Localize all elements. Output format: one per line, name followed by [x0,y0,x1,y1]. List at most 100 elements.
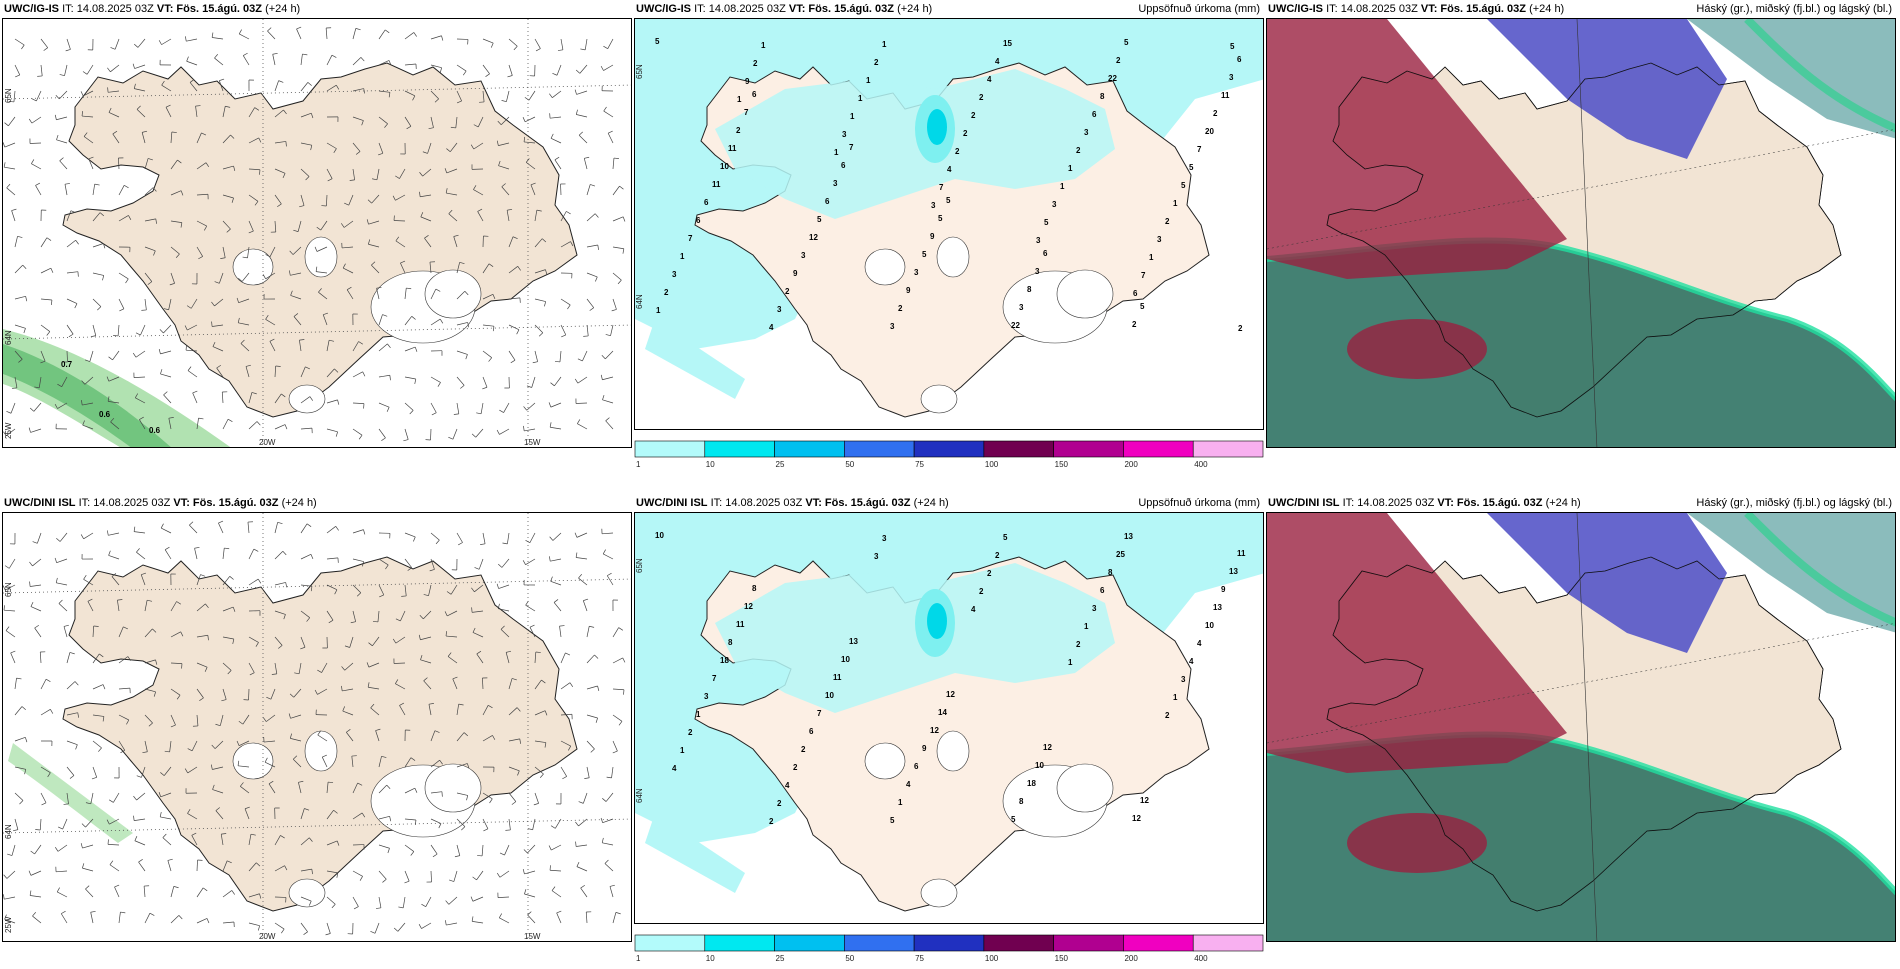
glacier [937,731,969,771]
colorbar-swatch [705,441,775,457]
wind-barb [353,28,361,39]
wind-barb [606,418,613,429]
wind-barb [35,819,41,830]
low-cloud-area [1347,813,1487,873]
precip-value: 8 [1108,568,1113,577]
wind-barb [171,915,182,923]
precip-value: 5 [817,215,822,224]
wind-barb [370,923,379,933]
precip-value: 1 [696,710,701,719]
precip-value: 3 [842,130,847,139]
wind-barb [509,325,519,334]
wind-barb [613,715,622,725]
wind-barb [497,584,509,589]
precip-value: 1 [761,41,766,50]
wind-barb [4,871,15,878]
wind-barb [587,686,599,691]
precip-value: 12 [1043,743,1052,752]
colorbar-swatch [914,935,984,951]
wind-barb [576,110,587,117]
lat-tick-label: 65N [635,558,644,573]
wind-barb [405,347,417,352]
wind-barb [427,871,432,882]
colorbar-label: 200 [1124,460,1138,469]
model-name: UWC/IG-IS [636,3,691,15]
lon-tick-label: 15W [524,438,541,447]
wind-barb [509,351,515,363]
wind-barb [551,134,561,143]
wind-barb [110,861,119,871]
wind-barb [56,578,67,585]
colorbar-label: 10 [706,954,715,963]
precip-value: 1 [882,40,887,49]
colorbar-label: 1 [636,460,641,469]
wind-barb [587,626,594,637]
precip-value: 3 [801,251,806,260]
cloud-map[interactable] [1266,512,1896,942]
precip-value: 2 [898,304,903,313]
colorbar-label: 75 [915,954,924,963]
precip-value: 1 [1173,199,1178,208]
wind-barb [15,236,22,247]
wind-barb [587,741,595,752]
wind-barb [577,862,587,871]
wind-barb [508,65,513,77]
precip-value: 13 [1229,567,1238,576]
precip-value: 3 [704,692,709,701]
wind-barb [93,685,105,690]
wind-barb [223,890,235,897]
wind-barb [394,923,405,931]
wind-barb [524,889,535,897]
wind-barb [379,344,391,351]
glacier [865,743,905,779]
lead-time: (+24 h) [1529,3,1564,15]
wind-barb [301,54,307,65]
wind-barb [509,298,520,303]
wind-barb [32,91,41,101]
colorbar-swatch [984,935,1054,951]
lat-tick-label: 64N [4,824,13,839]
wind-barb [189,522,197,533]
wind-barb [561,683,573,689]
wind-barb [81,843,93,848]
wind-barb [93,299,101,310]
precip-value: 2 [979,93,984,102]
precip-value: 8 [752,584,757,593]
glacier [1057,764,1113,812]
wind-barb [452,559,457,570]
wind-barb [4,605,15,611]
wind-barb [353,530,365,535]
wind-barb [160,325,171,333]
wind-barb [223,419,232,429]
wind-barb [11,651,16,663]
wind-barb [497,871,509,877]
cloud-map[interactable] [1266,18,1896,448]
wind-barb [93,273,104,280]
wind-barb [188,367,197,377]
precip-value: 3 [890,322,895,331]
colorbar-swatch [705,935,775,951]
wind-barb [587,184,595,195]
wind-barb [610,885,615,897]
wind-barb [275,522,282,533]
precip-value: 1 [1149,253,1154,262]
colorbar-swatch [635,441,705,457]
wind-barb [504,377,509,388]
cloud-map-svg [1267,19,1896,448]
precip-value: 22 [1011,321,1020,330]
wind-barb [159,349,171,354]
precip-value: 4 [785,781,790,790]
wind-barb [327,400,339,405]
wind-barb [530,65,535,76]
wind-barb [31,159,41,169]
wind-barb [109,351,119,360]
wind-barb [533,351,538,363]
wind-barb [431,351,442,356]
glacier [921,385,957,413]
wind-barb [15,793,23,804]
precip-map-svg: 1081312121211121014101213111112181398109… [635,513,1264,924]
